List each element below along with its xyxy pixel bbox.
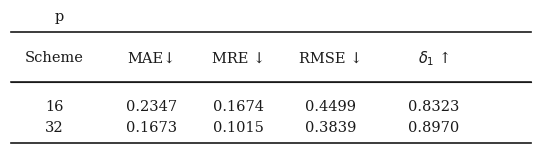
Text: RMSE ↓: RMSE ↓	[299, 51, 362, 65]
Text: MRE ↓: MRE ↓	[212, 51, 265, 65]
Text: 0.8970: 0.8970	[408, 121, 459, 135]
Text: 0.8323: 0.8323	[408, 100, 459, 114]
Text: 32: 32	[45, 121, 63, 135]
Text: $\delta_1$ ↑: $\delta_1$ ↑	[418, 49, 449, 68]
Text: 0.2347: 0.2347	[126, 100, 177, 114]
Text: 0.1673: 0.1673	[126, 121, 177, 135]
Text: p: p	[54, 10, 63, 24]
Text: 0.4499: 0.4499	[305, 100, 356, 114]
Text: 0.1674: 0.1674	[213, 100, 264, 114]
Text: 0.1015: 0.1015	[213, 121, 264, 135]
Text: 0.3839: 0.3839	[305, 121, 356, 135]
Text: 16: 16	[45, 100, 63, 114]
Text: Scheme: Scheme	[25, 51, 83, 65]
Text: MAE↓: MAE↓	[127, 51, 176, 65]
